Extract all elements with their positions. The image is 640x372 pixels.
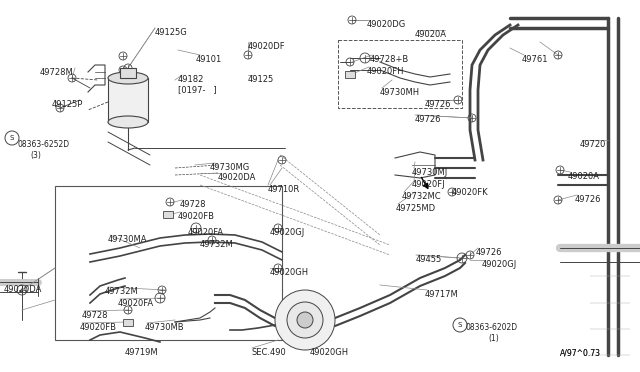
Text: 49710R: 49710R <box>268 185 300 194</box>
Text: 49732M: 49732M <box>200 240 234 249</box>
Text: 49728M: 49728M <box>40 68 74 77</box>
Text: (1): (1) <box>488 334 499 343</box>
Text: 49730MA: 49730MA <box>108 235 147 244</box>
Text: 49720: 49720 <box>580 140 606 149</box>
Text: SEC.490: SEC.490 <box>252 348 287 357</box>
Text: 49717M: 49717M <box>425 290 459 299</box>
Text: 49725MD: 49725MD <box>396 204 436 213</box>
Text: 49020FH: 49020FH <box>367 67 404 76</box>
Bar <box>163 211 173 218</box>
Text: 49125P: 49125P <box>52 100 83 109</box>
Text: 49101: 49101 <box>196 55 222 64</box>
Text: 49020GJ: 49020GJ <box>270 228 305 237</box>
Text: 49719M: 49719M <box>125 348 159 357</box>
Circle shape <box>287 302 323 338</box>
Text: 49182: 49182 <box>178 75 204 84</box>
Text: 49020DF: 49020DF <box>248 42 285 51</box>
Circle shape <box>275 290 335 350</box>
Bar <box>345 71 355 77</box>
Text: S: S <box>458 322 462 328</box>
Ellipse shape <box>108 72 148 84</box>
Text: 49455: 49455 <box>416 255 442 264</box>
Text: 49020A: 49020A <box>568 172 600 181</box>
Text: 49730MG: 49730MG <box>210 163 250 172</box>
Text: 49020DG: 49020DG <box>367 20 406 29</box>
Text: (3): (3) <box>30 151 41 160</box>
Text: 49020GH: 49020GH <box>310 348 349 357</box>
Text: 49020FA: 49020FA <box>188 228 224 237</box>
Text: 49020FK: 49020FK <box>452 188 488 197</box>
Circle shape <box>5 131 19 145</box>
Text: 49020A: 49020A <box>415 30 447 39</box>
Text: 49726: 49726 <box>476 248 502 257</box>
Text: 49726: 49726 <box>415 115 442 124</box>
Text: 49732M: 49732M <box>105 287 139 296</box>
Text: 49125: 49125 <box>248 75 275 84</box>
Text: 49020GH: 49020GH <box>270 268 309 277</box>
Text: 49020GJ: 49020GJ <box>482 260 517 269</box>
Bar <box>108 78 148 122</box>
Text: 49730MB: 49730MB <box>145 323 184 332</box>
Text: 49020DA: 49020DA <box>4 285 42 294</box>
Bar <box>55 186 282 340</box>
Text: 49726: 49726 <box>575 195 602 204</box>
Text: [0197-   ]: [0197- ] <box>178 85 216 94</box>
Text: 49020FJ: 49020FJ <box>412 180 445 189</box>
Circle shape <box>297 312 313 328</box>
Text: 49730MJ: 49730MJ <box>412 168 448 177</box>
Bar <box>338 40 462 108</box>
Circle shape <box>453 318 467 332</box>
Text: 49726: 49726 <box>425 100 451 109</box>
Text: 49020DA: 49020DA <box>218 173 257 182</box>
Ellipse shape <box>108 116 148 128</box>
Text: A/97^0.73: A/97^0.73 <box>560 348 601 357</box>
Text: 49125G: 49125G <box>155 28 188 37</box>
Text: 08363-6202D: 08363-6202D <box>466 323 518 332</box>
Text: A/97^0.73: A/97^0.73 <box>560 348 601 357</box>
Bar <box>120 68 136 78</box>
Text: S: S <box>10 135 14 141</box>
Text: 49732MC: 49732MC <box>402 192 442 201</box>
Text: 49728+B: 49728+B <box>370 55 409 64</box>
Text: 08363-6252D: 08363-6252D <box>18 140 70 149</box>
Text: 49730MH: 49730MH <box>380 88 420 97</box>
Bar <box>123 318 133 326</box>
Text: 49761: 49761 <box>522 55 548 64</box>
Text: 49020FA: 49020FA <box>118 299 154 308</box>
Text: 49020FB: 49020FB <box>80 323 117 332</box>
Text: 49020FB: 49020FB <box>178 212 215 221</box>
Text: 49728: 49728 <box>82 311 109 320</box>
Text: 49728: 49728 <box>180 200 207 209</box>
